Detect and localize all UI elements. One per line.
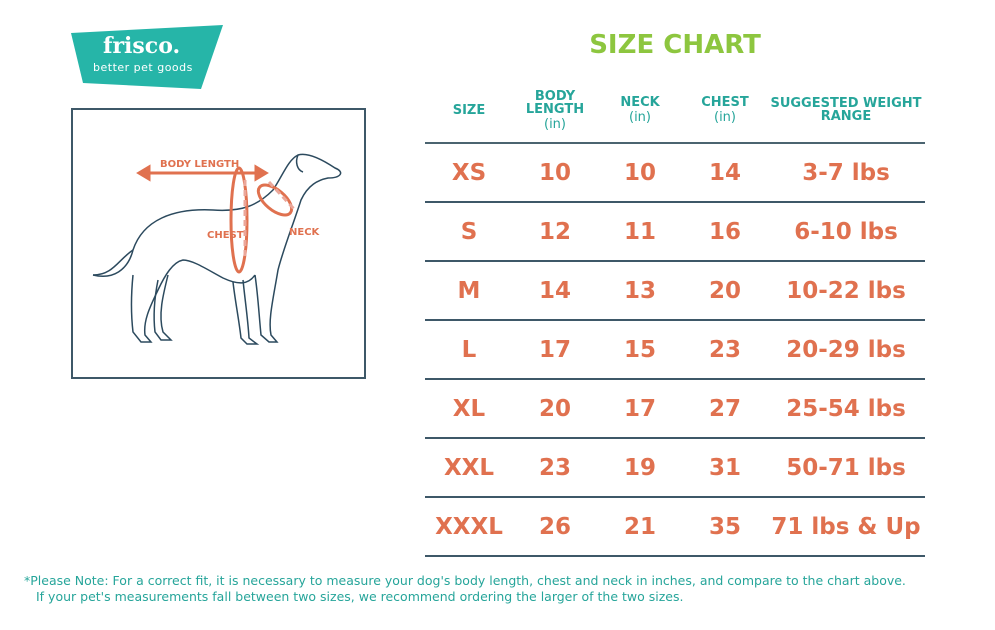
- table-cell: 19: [597, 438, 683, 498]
- table-cell: 20: [683, 261, 767, 321]
- table-cell: 11: [597, 202, 683, 262]
- table-cell: 27: [683, 379, 767, 439]
- column-header-label: BODY LENGTH: [525, 88, 585, 117]
- table-cell: XXL: [425, 438, 513, 498]
- note-line-1: *Please Note: For a correct fit, it is n…: [24, 573, 906, 588]
- table-cell: 14: [683, 143, 767, 203]
- table-cell: 6-10 lbs: [767, 202, 925, 262]
- table-cell: 23: [683, 320, 767, 380]
- table-row: XXXL 26 21 35 71 lbs & Up: [425, 497, 925, 557]
- column-header-label: CHEST: [701, 95, 749, 110]
- table-cell: XL: [425, 379, 513, 439]
- column-header-label: NECK: [620, 95, 660, 110]
- column-header-label: SIZE: [452, 102, 486, 118]
- table-cell: 13: [597, 261, 683, 321]
- table-cell: 15: [597, 320, 683, 380]
- table-cell: 10: [597, 143, 683, 203]
- column-header: BODY LENGTH (in): [513, 78, 597, 144]
- table-row: XL 20 17 27 25-54 lbs: [425, 379, 925, 439]
- table-cell: 71 lbs & Up: [767, 497, 925, 557]
- table-cell: 50-71 lbs: [767, 438, 925, 498]
- table-cell: 20: [513, 379, 597, 439]
- table-cell: 23: [513, 438, 597, 498]
- neck-label: NECK: [289, 227, 321, 238]
- frisco-logo: frisco. better pet goods: [71, 25, 223, 89]
- column-header-label: SUGGESTED WEIGHT RANGE: [770, 96, 922, 124]
- table-cell: 10-22 lbs: [767, 261, 925, 321]
- body-length-label: BODY LENGTH: [160, 159, 239, 170]
- column-header: NECK (in): [597, 78, 683, 144]
- table-cell: 3-7 lbs: [767, 143, 925, 203]
- column-header: CHEST (in): [683, 78, 767, 144]
- table-row: L 17 15 23 20-29 lbs: [425, 320, 925, 380]
- table-cell: 14: [513, 261, 597, 321]
- table-cell: 16: [683, 202, 767, 262]
- logo-name: frisco.: [103, 33, 181, 59]
- table-cell: 21: [597, 497, 683, 557]
- table-cell: 20-29 lbs: [767, 320, 925, 380]
- dog-measurement-diagram: BODY LENGTH CHEST NECK: [71, 108, 366, 379]
- column-header: SUGGESTED WEIGHT RANGE: [767, 78, 925, 144]
- column-header-unit: (in): [544, 116, 566, 132]
- sizing-note: *Please Note: For a correct fit, it is n…: [24, 573, 906, 605]
- column-header-unit: (in): [629, 110, 651, 125]
- table-cell: 17: [513, 320, 597, 380]
- table-cell: S: [425, 202, 513, 262]
- table-cell: 35: [683, 497, 767, 557]
- size-chart-title: SIZE CHART: [589, 30, 761, 60]
- column-header: SIZE: [425, 78, 513, 144]
- logo-tagline: better pet goods: [93, 61, 193, 74]
- table-cell: 12: [513, 202, 597, 262]
- column-header-unit: (in): [714, 110, 736, 125]
- table-row: S 12 11 16 6-10 lbs: [425, 202, 925, 262]
- table-row: M 14 13 20 10-22 lbs: [425, 261, 925, 321]
- table-cell: L: [425, 320, 513, 380]
- note-line-2: If your pet's measurements fall between …: [36, 589, 684, 604]
- table-cell: XS: [425, 143, 513, 203]
- dog-illustration: BODY LENGTH CHEST NECK: [92, 153, 342, 345]
- table-row: XS 10 10 14 3-7 lbs: [425, 143, 925, 203]
- size-chart-table: SIZE BODY LENGTH (in) NECK (in) CHEST (in) SUGG…: [425, 78, 925, 557]
- table-row: XXL 23 19 31 50-71 lbs: [425, 438, 925, 498]
- table-cell: 10: [513, 143, 597, 203]
- table-cell: XXXL: [425, 497, 513, 557]
- table-cell: 26: [513, 497, 597, 557]
- table-cell: M: [425, 261, 513, 321]
- chest-label: CHEST: [207, 230, 244, 241]
- table-cell: 25-54 lbs: [767, 379, 925, 439]
- table-cell: 17: [597, 379, 683, 439]
- table-cell: 31: [683, 438, 767, 498]
